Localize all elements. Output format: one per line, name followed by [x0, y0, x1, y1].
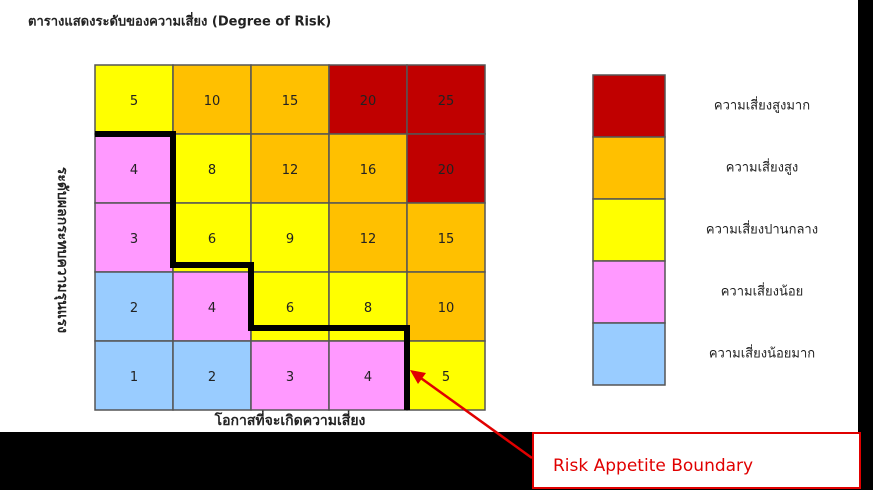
legend-label: ความเสี่ยงสูงมาก	[714, 97, 810, 114]
legend-swatch	[592, 322, 666, 386]
cell-label: 10	[438, 301, 455, 316]
cell-label: 3	[286, 370, 294, 385]
cell	[94, 271, 174, 342]
cell-label: 25	[438, 94, 455, 109]
cell	[250, 133, 330, 204]
cell-label: 5	[130, 94, 138, 109]
cell	[172, 64, 252, 135]
legend-label: ความเสี่ยงสูง	[726, 159, 799, 176]
cell	[172, 271, 252, 342]
cell	[406, 133, 486, 204]
cell-label: 4	[364, 370, 372, 385]
cell-label: 15	[438, 232, 455, 247]
cell	[406, 202, 486, 273]
cell	[94, 64, 174, 135]
cell-label: 15	[282, 94, 299, 109]
title: ตารางแสดงระดับของความเสี่ยง (Degree of R…	[28, 12, 331, 30]
cell-label: 6	[208, 232, 216, 247]
cell-label: 3	[130, 232, 138, 247]
cell-label: 20	[360, 94, 377, 109]
cell	[328, 340, 408, 411]
cell-label: 16	[360, 163, 377, 178]
y-label: ระดับผลกระทบความรุนแรง	[54, 167, 70, 333]
cell-label: 10	[204, 94, 221, 109]
legend: ความเสี่ยงสูงมากความเสี่ยงสูงความเสี่ยงป…	[592, 74, 818, 386]
legend-label: ความเสี่ยงน้อย	[721, 283, 804, 300]
cell	[250, 340, 330, 411]
arrow-head	[410, 370, 426, 384]
arrow	[417, 374, 533, 460]
legend-label: ความเสี่ยงปานกลาง	[706, 221, 818, 238]
legend-swatch	[592, 136, 666, 200]
legend-swatch	[592, 260, 666, 324]
cell	[328, 133, 408, 204]
cell-label: 8	[208, 163, 216, 178]
cell	[172, 202, 252, 273]
legend-swatch	[592, 198, 666, 262]
cell-label: 4	[130, 163, 138, 178]
cell	[250, 64, 330, 135]
cell-label: 4	[208, 301, 216, 316]
cell-label: 8	[364, 301, 372, 316]
legend-label: ความเสี่ยงน้อยมาก	[709, 345, 815, 362]
cell	[172, 340, 252, 411]
cell-label: 6	[286, 301, 294, 316]
annotation: Risk Appetite Boundary	[553, 456, 753, 476]
black-bar	[858, 0, 873, 432]
x-label: โอกาสที่จะเกิดความเสี่ยง	[214, 410, 366, 429]
cell-label: 20	[438, 163, 455, 178]
cell-label: 2	[130, 301, 138, 316]
grid: 5 10 15 20 254 8 12 16 203 6 9 12 152 4 6 8 101 2 3 4 5	[94, 64, 486, 411]
cell-label: 2	[208, 370, 216, 385]
cell	[94, 340, 174, 411]
annotation-box	[532, 432, 861, 489]
cell-label: 12	[282, 163, 299, 178]
cell	[406, 271, 486, 342]
cell	[250, 202, 330, 273]
cell-label: 9	[286, 232, 294, 247]
cell-label: 5	[442, 370, 450, 385]
cell-label: 12	[360, 232, 377, 247]
risk-boundary	[95, 131, 410, 410]
legend-swatch	[592, 74, 666, 138]
cell-label: 1	[130, 370, 138, 385]
cell	[328, 202, 408, 273]
